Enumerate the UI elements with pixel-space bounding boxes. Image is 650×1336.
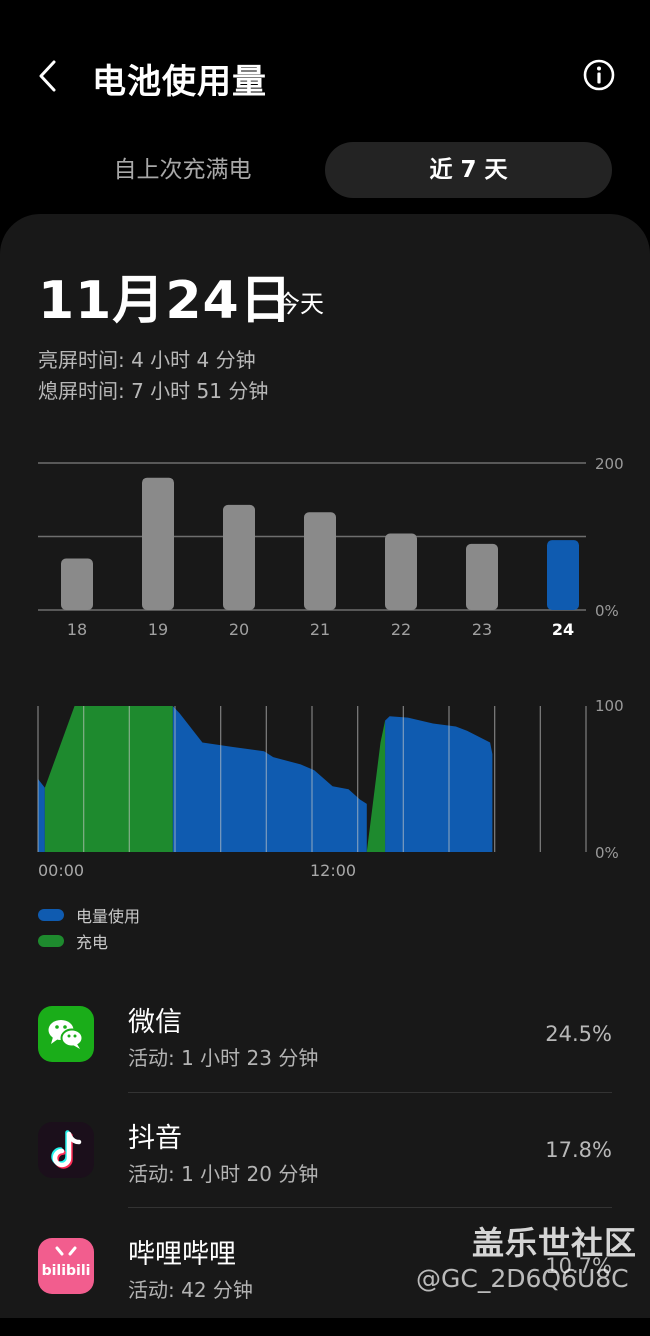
- bar-day-22: [385, 533, 417, 610]
- bar-day-24: [547, 540, 579, 610]
- tab-since-full-charge[interactable]: 自上次充满电: [113, 157, 252, 183]
- bar-day-21: [304, 512, 336, 610]
- tab-last-7-days[interactable]: 近 7 天: [325, 142, 612, 198]
- selected-date: 11月24日: [38, 271, 293, 331]
- info-button[interactable]: [580, 56, 618, 94]
- watermark-site: 盖乐世社区: [472, 1224, 638, 1262]
- app-usage-percent: 24.5%: [545, 1022, 612, 1046]
- legend-label-charging: 充电: [76, 933, 109, 952]
- bar-day-20: [223, 504, 255, 610]
- app-usage-percent: 17.8%: [545, 1138, 612, 1162]
- watermark-user: @GC_2D6Q6U8C: [416, 1264, 629, 1293]
- wechat-icon: [38, 1006, 94, 1062]
- area-series-0-segment-0: [38, 779, 45, 852]
- info-icon: [583, 59, 615, 91]
- screen-off-time: 熄屏时间: 7 小时 51 分钟: [38, 379, 269, 403]
- day-label: 今天: [276, 290, 324, 318]
- x-tick-label-23: 23: [472, 620, 492, 639]
- legend-label-usage: 电量使用: [76, 907, 141, 926]
- area-series-1-segment-1: [366, 720, 386, 852]
- x-tick-label-0000: 00:00: [38, 861, 84, 880]
- bar-day-19: [142, 477, 174, 610]
- app-name: 抖音: [128, 1123, 182, 1154]
- app-activity-time: 活动: 42 分钟: [128, 1278, 253, 1302]
- app-row-douyin[interactable]: 抖音 活动: 1 小时 20 分钟 17.8%: [0, 1108, 650, 1220]
- battery-level-area-chart: 100 0% 00:00 12:00: [37, 697, 624, 880]
- y-tick-label-min: 0%: [595, 844, 619, 862]
- list-divider: [128, 1092, 612, 1093]
- list-divider: [128, 1207, 612, 1208]
- app-header: 电池使用量: [0, 0, 650, 150]
- bilibili-icon: bilibili: [38, 1238, 94, 1294]
- chevron-left-icon: [39, 60, 56, 92]
- screen-on-time: 亮屏时间: 4 小时 4 分钟: [38, 348, 256, 372]
- app-name: 微信: [128, 1007, 182, 1038]
- x-tick-label-19: 19: [148, 620, 168, 639]
- legend-swatch-usage: [38, 909, 64, 921]
- y-tick-label-min: 0%: [595, 602, 619, 620]
- legend-swatch-charging: [38, 935, 64, 947]
- back-button[interactable]: [30, 52, 70, 100]
- svg-text:bilibili: bilibili: [42, 1263, 91, 1279]
- app-usage-percent: 10.7%: [545, 1254, 612, 1278]
- x-tick-label-22: 22: [391, 620, 411, 639]
- y-tick-label-max: 100: [595, 697, 624, 715]
- app-name: 哔哩哔哩: [128, 1239, 236, 1270]
- x-tick-label-18: 18: [67, 620, 87, 639]
- area-series-0-segment-2: [385, 716, 493, 852]
- x-tick-label-1200: 12:00: [310, 861, 356, 880]
- app-row-wechat[interactable]: 微信 活动: 1 小时 23 分钟 24.5%: [0, 992, 650, 1104]
- x-tick-label-21: 21: [310, 620, 330, 639]
- daily-usage-bar-chart[interactable]: 200 0% 18 19 20 21 22 23 24: [0, 440, 650, 650]
- area-series-0-segment-1: [172, 706, 367, 852]
- x-tick-label-20: 20: [229, 620, 249, 639]
- page-title: 电池使用量: [92, 62, 267, 102]
- app-activity-time: 活动: 1 小时 23 分钟: [128, 1046, 319, 1070]
- bar-day-18: [61, 558, 93, 610]
- y-tick-label-max: 200: [595, 455, 624, 473]
- douyin-icon: [38, 1122, 94, 1178]
- area-series-1-segment-0: [44, 706, 173, 852]
- app-row-bilibili[interactable]: bilibili 哔哩哔哩 活动: 42 分钟 10.7%: [0, 1224, 650, 1336]
- bar-day-23: [466, 543, 498, 610]
- app-activity-time: 活动: 1 小时 20 分钟: [128, 1162, 319, 1186]
- x-tick-label-24: 24: [552, 620, 574, 639]
- period-tabs: 自上次充满电 近 7 天: [0, 140, 650, 202]
